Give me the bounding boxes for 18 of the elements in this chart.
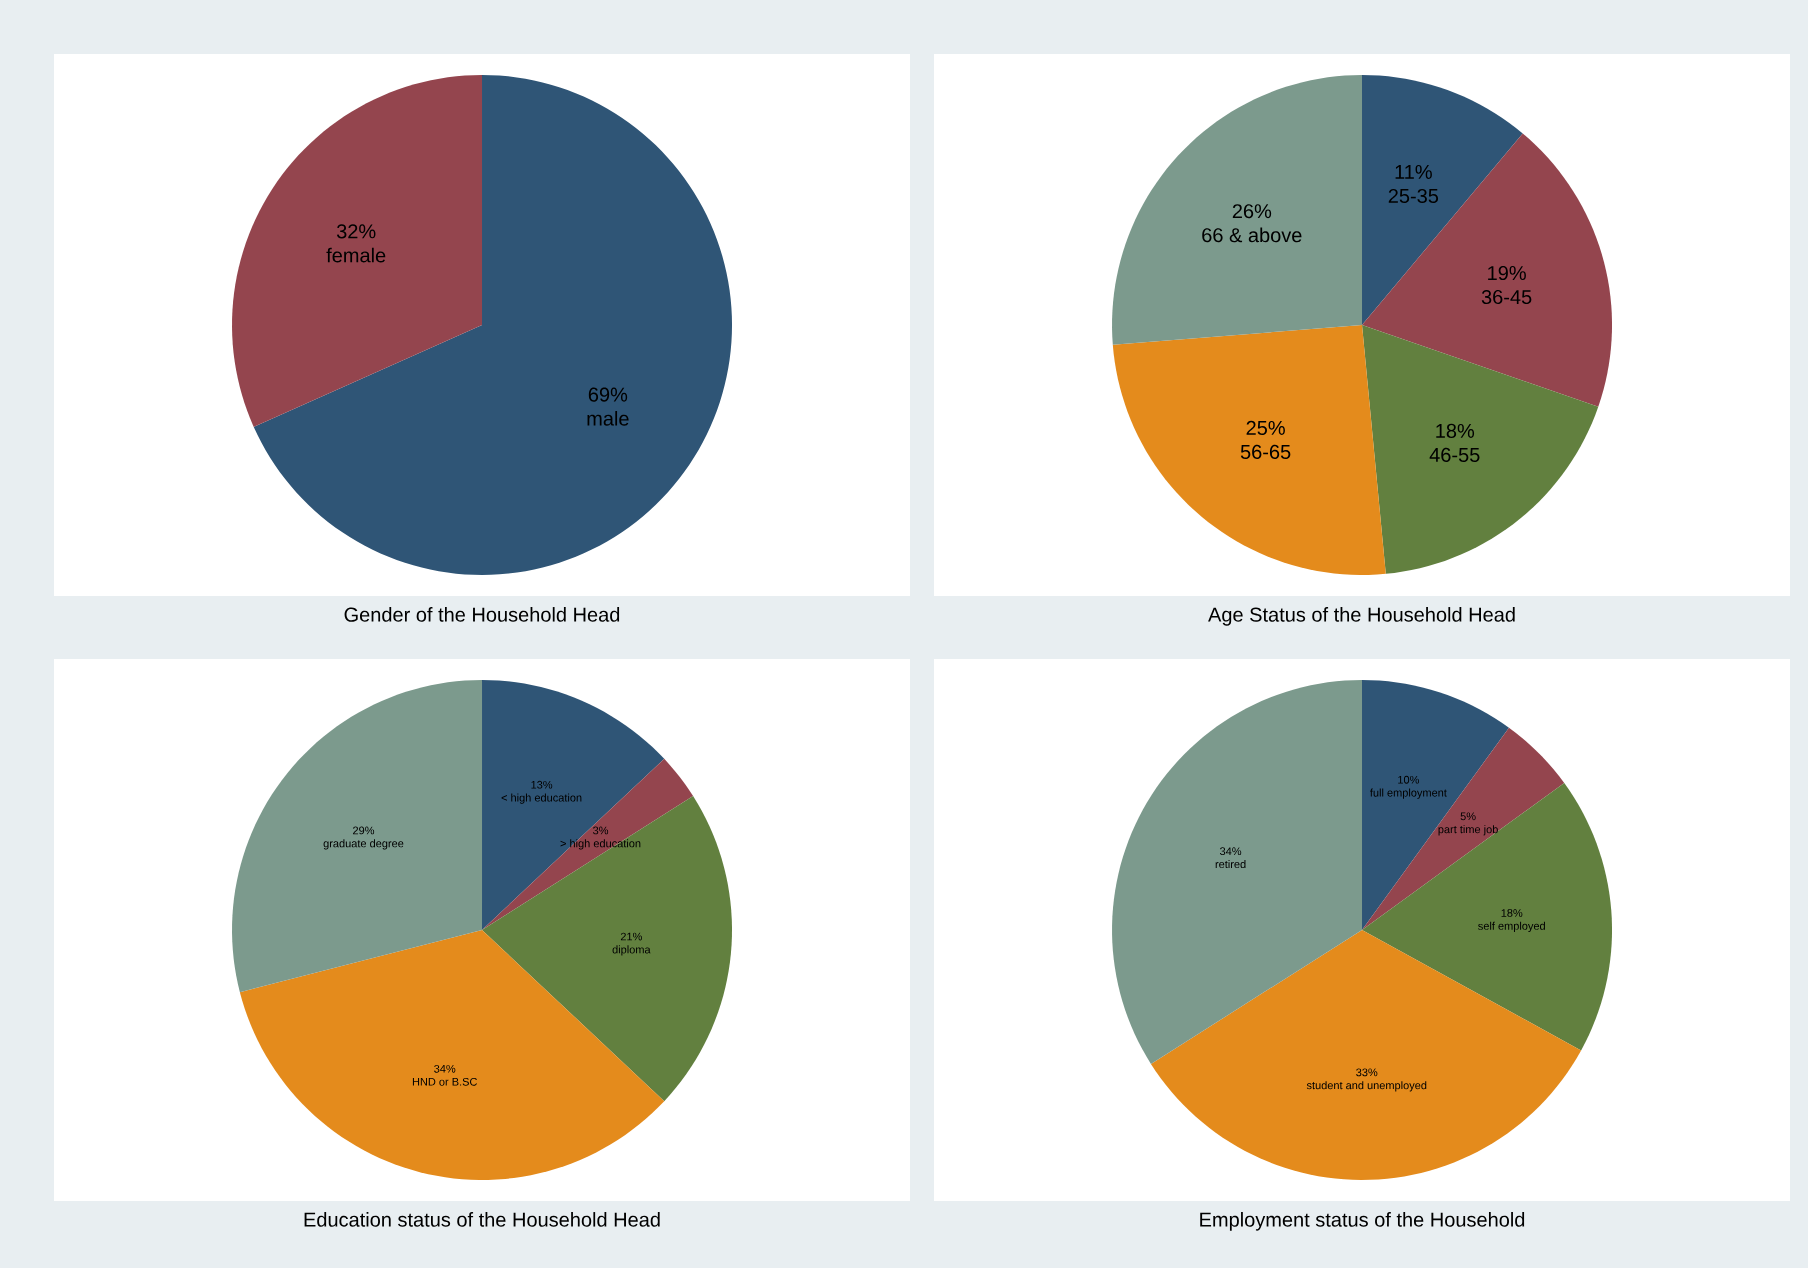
text: Age Status of the Household Head <box>1208 607 1515 626</box>
text: Gender of the Household Head <box>344 607 620 622</box>
data-label: 11% <box>1395 164 1432 179</box>
text: Education status of the Household Head <box>304 1212 660 1227</box>
data-label: 25% <box>1246 420 1285 435</box>
slice-label: 36-45 <box>1481 289 1532 305</box>
slice-label: male <box>587 411 629 426</box>
text: Employment status of the Household <box>1200 1212 1525 1231</box>
data-label: 32% <box>336 224 376 239</box>
slice-label: 66 & above <box>1202 227 1302 243</box>
data-label: 19% <box>1488 265 1526 281</box>
slice-label: female <box>326 247 386 263</box>
slice-label: 25-35 <box>1388 188 1439 204</box>
data-label: 18% <box>1436 423 1475 438</box>
data-label: 26% <box>1232 204 1272 219</box>
data-label: 69% <box>588 387 628 402</box>
slice-label: 56-65 <box>1240 444 1291 459</box>
slice-label: 46-55 <box>1429 447 1480 462</box>
